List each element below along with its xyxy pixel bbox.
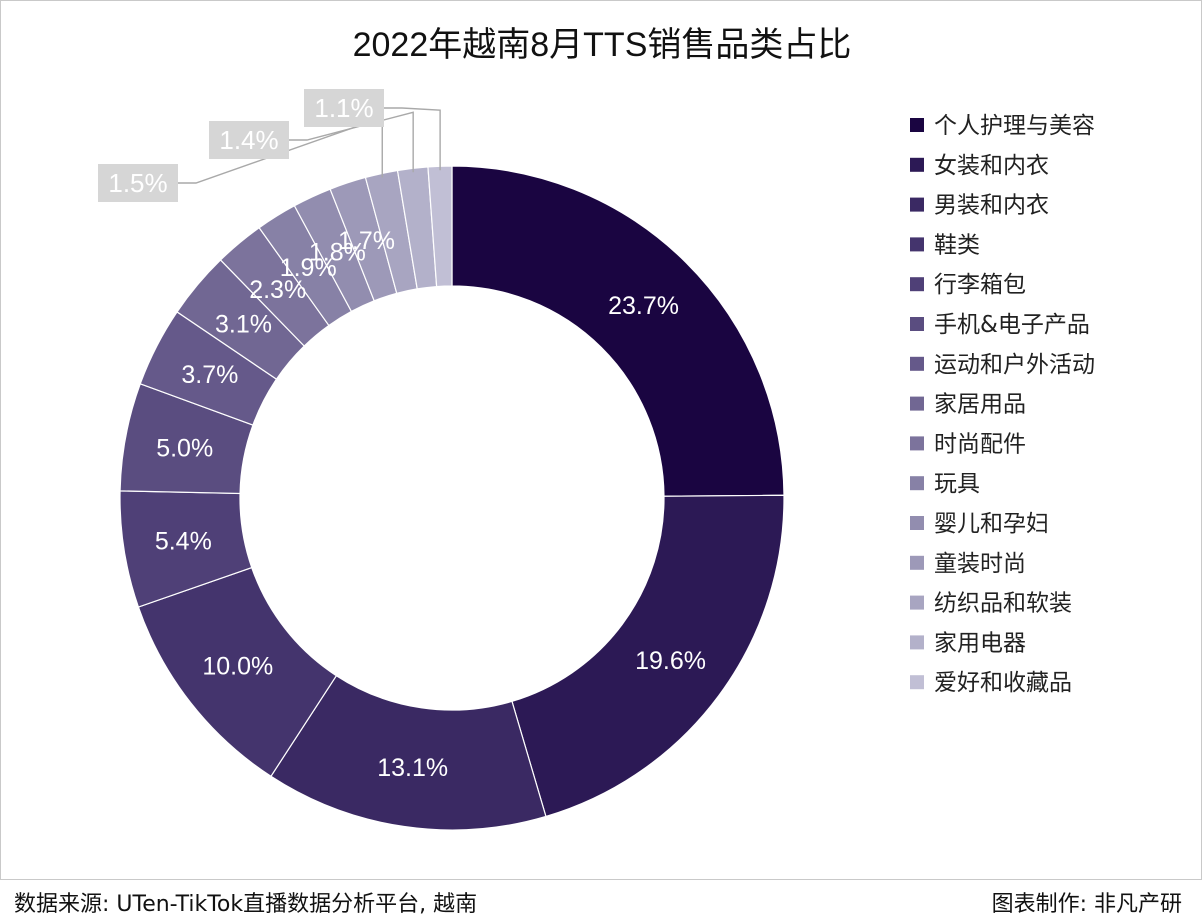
legend-swatch bbox=[910, 635, 924, 650]
legend-swatch bbox=[910, 555, 924, 570]
legend-swatch bbox=[910, 317, 924, 331]
donut-slice bbox=[511, 494, 785, 818]
legend-label: 玩具 bbox=[934, 471, 980, 497]
legend-label: 纺织品和软装 bbox=[934, 591, 1072, 617]
data-source-note: 数据来源: UTen-TikTok直播数据分析平台, 越南 bbox=[14, 892, 478, 917]
legend-label: 童装时尚 bbox=[934, 551, 1026, 577]
legend-swatch bbox=[910, 436, 924, 451]
callout-box bbox=[98, 164, 178, 202]
legend-label: 女装和内衣 bbox=[934, 153, 1049, 179]
callout-leader-line bbox=[384, 107, 441, 171]
slice-value-label: 3.1% bbox=[215, 310, 272, 338]
legend-swatch bbox=[910, 157, 924, 172]
legend-label: 爱好和收藏品 bbox=[934, 670, 1072, 696]
callout-value-label: 1.1% bbox=[314, 93, 373, 123]
legend-label: 手机&电子产品 bbox=[934, 312, 1090, 338]
slice-value-label: 19.6% bbox=[635, 647, 706, 675]
callout-value-label: 1.5% bbox=[108, 168, 167, 198]
slice-value-label: 3.7% bbox=[181, 361, 238, 389]
legend-label: 行李箱包 bbox=[934, 272, 1026, 298]
slice-value-label: 1.9% bbox=[280, 254, 337, 282]
legend-swatch bbox=[910, 118, 924, 132]
legend-swatch bbox=[910, 237, 924, 252]
legend-label: 个人护理与美容 bbox=[934, 113, 1095, 139]
chart-title: 2022年越南8月TTS销售品类占比 bbox=[352, 26, 852, 64]
slice-value-label: 2.3% bbox=[249, 276, 306, 304]
legend-swatch bbox=[910, 675, 924, 690]
callout-leader-line bbox=[178, 116, 383, 184]
callout-value-label: 1.4% bbox=[219, 125, 278, 155]
labels-group: 23.7% 19.6% 13.1% 10.0% 5.4% 5.0% 3.7% 3.1% 2.3%… bbox=[155, 227, 706, 782]
legend-swatch bbox=[910, 197, 924, 212]
chart-credit: 图表制作: 非凡产研 bbox=[991, 892, 1182, 917]
callouts-group: 1.5% 1.4% 1.1% bbox=[98, 89, 441, 202]
legend-swatch bbox=[910, 396, 924, 411]
slice-value-label: 5.4% bbox=[155, 527, 212, 555]
legend-swatch bbox=[910, 356, 924, 371]
legend-label: 婴儿和孕妇 bbox=[934, 511, 1049, 537]
donut-slice bbox=[427, 165, 453, 288]
callout-box bbox=[304, 89, 384, 127]
legend-swatch bbox=[910, 277, 924, 292]
legend-label: 时尚配件 bbox=[934, 431, 1026, 457]
legend-label: 男装和内衣 bbox=[934, 193, 1049, 219]
slice-value-label: 5.0% bbox=[156, 435, 213, 463]
legend-label: 家居用品 bbox=[934, 392, 1026, 418]
legend-swatch bbox=[910, 595, 924, 610]
donut-slice bbox=[451, 165, 785, 497]
donut-chart: 23.7% 19.6% 13.1% 10.0% 5.4% 5.0% 3.7% 3.1% 2.3%… bbox=[98, 89, 1095, 831]
callout-box bbox=[209, 121, 289, 159]
slice-value-label: 1.7% bbox=[338, 227, 395, 255]
slice-value-label: 10.0% bbox=[202, 653, 273, 681]
legend-swatch bbox=[910, 516, 924, 530]
legend: 个人护理与美容女装和内衣男装和内衣鞋类行李箱包手机&电子产品运动和户外活动家居用… bbox=[910, 113, 1095, 696]
legend-label: 家用电器 bbox=[934, 630, 1026, 656]
legend-label: 鞋类 bbox=[934, 232, 980, 258]
legend-swatch bbox=[910, 476, 924, 491]
slice-value-label: 1.8% bbox=[309, 238, 366, 266]
slice-value-label: 13.1% bbox=[377, 754, 448, 782]
legend-label: 运动和户外活动 bbox=[934, 352, 1095, 378]
slices-group bbox=[119, 165, 785, 831]
slice-value-label: 23.7% bbox=[608, 292, 679, 320]
